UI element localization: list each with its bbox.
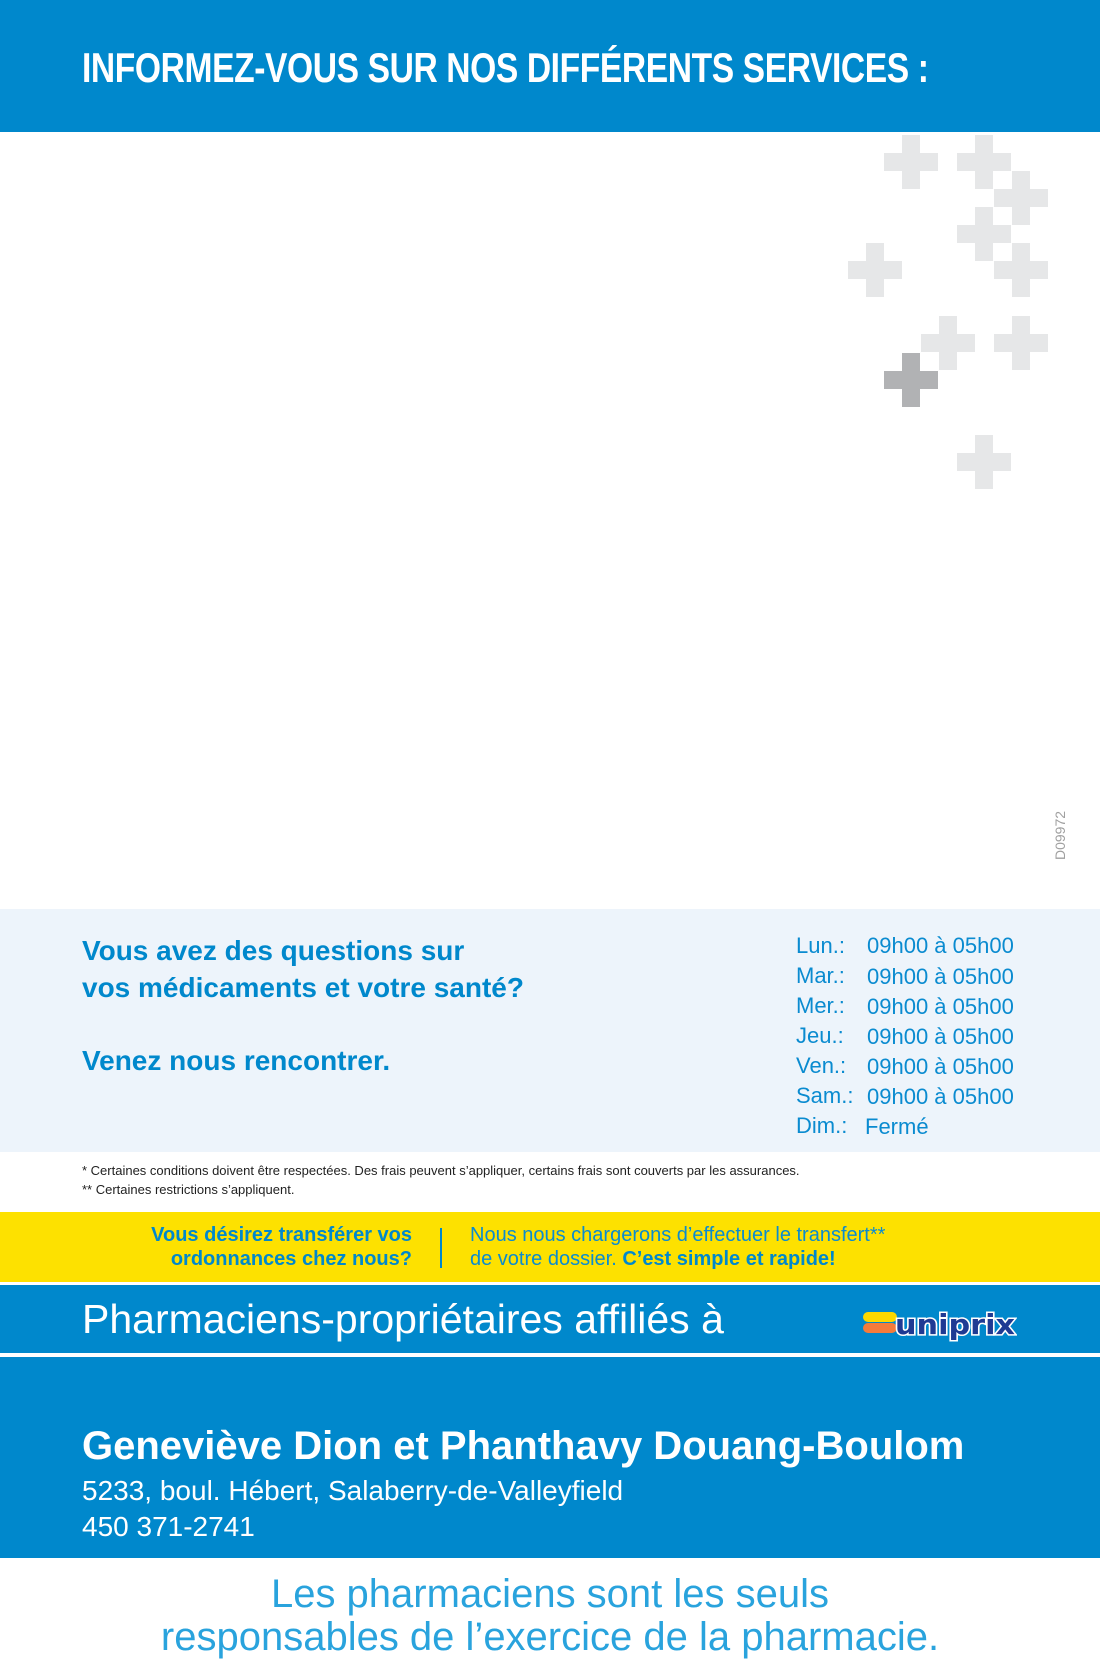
hours-day: Sam.: [796, 1083, 854, 1108]
page-title: INFORMEZ-VOUS SUR NOS DIFFÉRENTS SERVICE… [82, 44, 929, 91]
hours-day: Jeu.: [796, 1023, 844, 1048]
plus-icon [848, 243, 902, 297]
plus-icon [994, 243, 1048, 297]
hours-time: 09h00 à 05h00 [867, 933, 1014, 958]
transfer-emphasis: C’est simple et rapide! [622, 1248, 836, 1270]
invite-text: Venez nous rencontrer. [82, 1045, 391, 1076]
transfer-question: Vous désirez transférer vos [151, 1224, 412, 1246]
plus-icon [957, 135, 1011, 189]
affiliation-band [0, 1285, 1100, 1353]
plus-icon [994, 316, 1048, 370]
affiliation-text: Pharmaciens-propriétaires affiliés à [82, 1296, 724, 1342]
plus-icon [921, 316, 975, 370]
hours-time: 09h00 à 05h00 [867, 1084, 1014, 1109]
transfer-question: ordonnances chez nous? [170, 1248, 412, 1270]
hours-time: 09h00 à 05h00 [867, 994, 1014, 1019]
question-line: Vous avez des questions sur [82, 935, 465, 966]
question-line: vos médicaments et votre santé? [82, 972, 524, 1003]
footer-line: Les pharmaciens sont les seuls [270, 1572, 830, 1616]
plus-icon [884, 135, 938, 189]
hours-day: Dim.: [796, 1113, 848, 1138]
hours-time: 09h00 à 05h00 [867, 1024, 1014, 1049]
transfer-banner: Vous désirez transférer vos ordonnances … [0, 1212, 1100, 1282]
footer-line: responsables de l’exercice de la pharmac… [160, 1615, 940, 1659]
transfer-info: de votre dossier. C’est simple et rapide… [470, 1248, 836, 1271]
header-banner: INFORMEZ-VOUS SUR NOS DIFFÉRENTS SERVICE… [0, 0, 1100, 132]
info-section: Vous avez des questions sur vos médicame… [0, 909, 1100, 1152]
plus-icon [994, 171, 1048, 225]
phone-number: 450 371-2741 [82, 1511, 255, 1542]
owners-name: Geneviève Dion et Phanthavy Douang-Boulo… [82, 1424, 965, 1468]
footnote: * Certaines conditions doivent être resp… [82, 1163, 800, 1178]
hours-day: Ven.: [796, 1053, 847, 1078]
document-code: D09972 [1052, 810, 1068, 860]
footnote: ** Certaines restrictions s’appliquent. [82, 1182, 295, 1197]
uniprix-logo: uniprix [863, 1307, 1017, 1353]
hours-time: 09h00 à 05h00 [867, 964, 1014, 989]
transfer-info: Nous nous chargerons d’effectuer le tran… [470, 1224, 886, 1246]
plus-icon [884, 353, 938, 407]
address: 5233, boul. Hébert, Salaberry-de-Valleyf… [82, 1475, 624, 1506]
hours-day: Mar.: [796, 963, 845, 988]
plus-icon [957, 435, 1011, 489]
transfer-info-text: de votre dossier. [470, 1248, 623, 1270]
hours-time: 09h00 à 05h00 [867, 1054, 1014, 1079]
hours-time: Fermé [865, 1114, 929, 1139]
svg-text:uniprix: uniprix [895, 1308, 1015, 1341]
plus-icon [957, 207, 1011, 261]
pharmacy-info [0, 1357, 1100, 1558]
hours-day: Mer.: [796, 993, 845, 1018]
divider [440, 1228, 442, 1268]
hours-day: Lun.: [796, 933, 845, 958]
